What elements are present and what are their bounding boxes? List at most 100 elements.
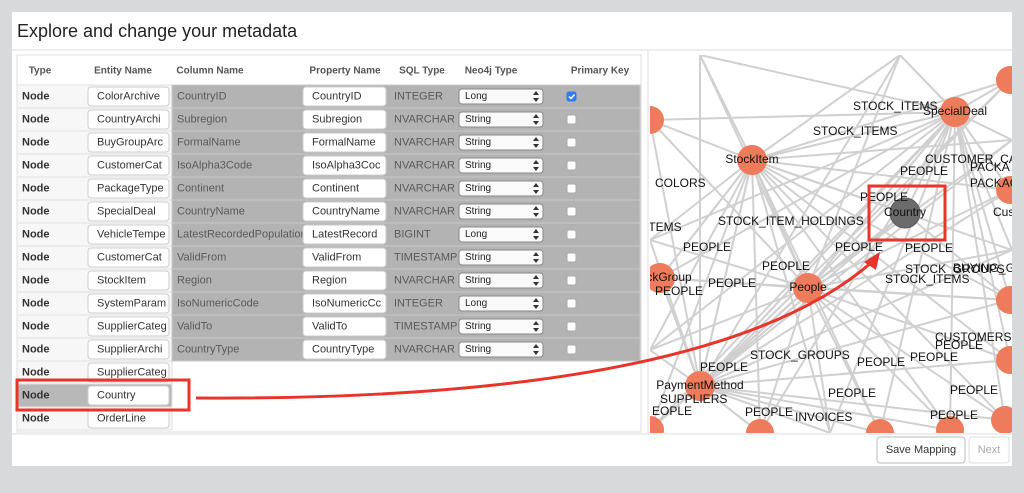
edge-label: PEOPLE: [910, 350, 958, 364]
node[interactable]: [996, 176, 1024, 204]
property-input[interactable]: [302, 109, 387, 130]
entity-name-input[interactable]: [87, 247, 170, 268]
node-label: StockGroup: [628, 270, 692, 284]
edge-label: PEOPLE: [828, 386, 876, 400]
primary-key-checkbox[interactable]: [566, 275, 577, 286]
edge-label: PEOPLE: [860, 190, 908, 204]
edge: [751, 159, 951, 431]
neo4j-type: String: [465, 252, 491, 263]
property-input[interactable]: [302, 132, 387, 153]
column-header: Entity Name: [94, 66, 152, 77]
neo4j-type-select[interactable]: [458, 157, 544, 174]
primary-key-checkbox[interactable]: [566, 229, 577, 240]
edge: [699, 55, 753, 161]
primary-key-checkbox[interactable]: [566, 298, 577, 309]
node[interactable]: [996, 66, 1024, 94]
column-name: Continent: [177, 182, 224, 194]
edge: [759, 287, 809, 433]
edge-label: PEOPLE: [905, 241, 953, 255]
node[interactable]: [636, 106, 664, 134]
entity-name-input[interactable]: [87, 293, 170, 314]
property-input[interactable]: [302, 270, 387, 291]
edge: [699, 159, 753, 387]
property-input[interactable]: [302, 224, 387, 245]
edge: [699, 287, 809, 387]
neo4j-type-select[interactable]: [458, 249, 544, 266]
primary-key-checkbox[interactable]: [566, 206, 577, 217]
column-name: Subregion: [177, 113, 227, 125]
neo4j-type-select[interactable]: [458, 203, 544, 220]
button[interactable]: [876, 436, 966, 464]
entity-name: StockItem: [97, 274, 146, 286]
neo4j-type-select[interactable]: [458, 88, 544, 105]
entity-name-input[interactable]: [87, 270, 170, 291]
node[interactable]: [636, 416, 664, 444]
edge: [954, 111, 1011, 361]
node[interactable]: [940, 97, 970, 127]
edge: [699, 55, 901, 387]
entity-name-input[interactable]: [87, 155, 170, 176]
node[interactable]: [996, 346, 1024, 374]
node[interactable]: [996, 286, 1024, 314]
primary-key-checkbox[interactable]: [566, 137, 577, 148]
property-input[interactable]: [302, 247, 387, 268]
primary-key-checkbox[interactable]: [566, 344, 577, 355]
property-input[interactable]: [302, 155, 387, 176]
node-label: People: [789, 280, 827, 294]
edge: [699, 385, 831, 433]
entity-name-input[interactable]: [87, 316, 170, 337]
property-input[interactable]: [302, 293, 387, 314]
node[interactable]: [889, 197, 921, 229]
edge: [699, 249, 1012, 387]
primary-key-checkbox[interactable]: [566, 183, 577, 194]
entity-name-input[interactable]: [87, 132, 170, 153]
property-input[interactable]: [302, 316, 387, 337]
neo4j-type-select[interactable]: [458, 318, 544, 335]
entity-name-input[interactable]: [87, 224, 170, 245]
entity-name-input[interactable]: [87, 178, 170, 199]
neo4j-type-select[interactable]: [458, 226, 544, 243]
entity-name-input[interactable]: [87, 86, 170, 107]
edge: [699, 111, 956, 387]
neo4j-type-select[interactable]: [458, 341, 544, 358]
edge-label: STOCK_GROUPS: [905, 262, 1005, 276]
node[interactable]: [991, 406, 1019, 434]
entity-name: Country: [97, 389, 136, 401]
property-input[interactable]: [302, 201, 387, 222]
entity-name-input[interactable]: [87, 201, 170, 222]
button[interactable]: [968, 436, 1010, 464]
neo4j-type-select[interactable]: [458, 295, 544, 312]
entity-name-input[interactable]: [87, 385, 170, 406]
primary-key-checkbox[interactable]: [566, 321, 577, 332]
node[interactable]: [866, 419, 894, 447]
property-input[interactable]: [302, 339, 387, 360]
edge-label: Cus: [993, 205, 1014, 219]
property-name: IsoAlpha3Coc: [312, 159, 381, 171]
neo4j-type-select[interactable]: [458, 272, 544, 289]
entity-name-input[interactable]: [87, 362, 170, 383]
node[interactable]: [936, 416, 964, 444]
property-input[interactable]: [302, 86, 387, 107]
node[interactable]: [793, 273, 823, 303]
column-name: IsoAlpha3Code: [177, 159, 252, 171]
entity-name-input[interactable]: [87, 109, 170, 130]
entity-name-input[interactable]: [87, 339, 170, 360]
node[interactable]: [746, 419, 774, 447]
node[interactable]: [737, 145, 767, 175]
primary-key-checkbox[interactable]: [566, 252, 577, 263]
select-arrows: [533, 91, 539, 102]
primary-key-checkbox[interactable]: [566, 114, 577, 125]
primary-key-checkbox[interactable]: [566, 91, 577, 102]
primary-key-checkbox[interactable]: [566, 160, 577, 171]
select-arrows: [533, 114, 539, 125]
edge: [659, 159, 753, 279]
node[interactable]: [645, 263, 675, 293]
node[interactable]: [685, 371, 715, 401]
property-input[interactable]: [302, 178, 387, 199]
entity-name: CustomerCat: [97, 251, 162, 263]
neo4j-type-select[interactable]: [458, 134, 544, 151]
neo4j-type-select[interactable]: [458, 111, 544, 128]
neo4j-type-select[interactable]: [458, 180, 544, 197]
entity-name: ColorArchive: [97, 90, 160, 102]
